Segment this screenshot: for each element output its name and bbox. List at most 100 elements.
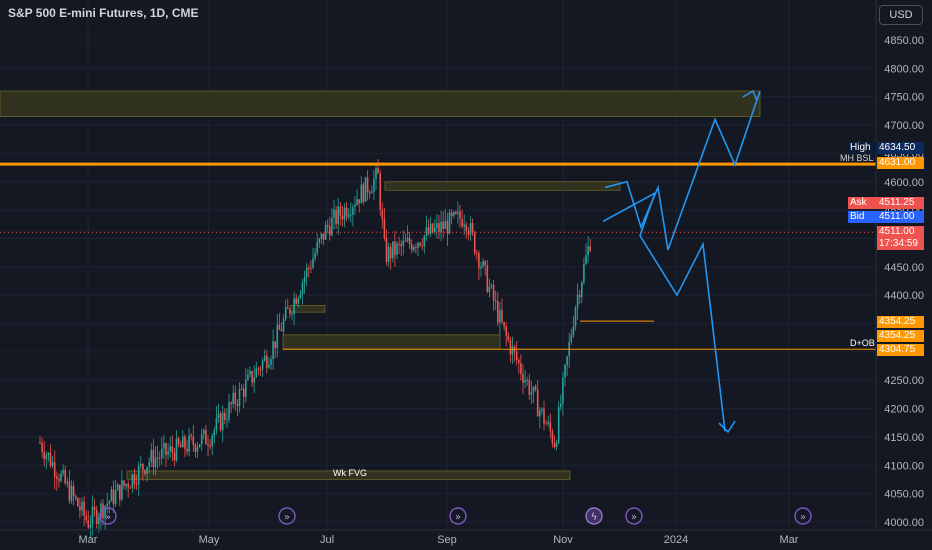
candle-body xyxy=(549,421,552,432)
candle-body xyxy=(207,444,209,446)
projections xyxy=(602,89,761,434)
candle-body xyxy=(230,402,232,405)
candle-body xyxy=(507,335,510,341)
candle-body xyxy=(518,359,520,364)
candle-body xyxy=(572,326,575,336)
candle-body xyxy=(530,392,533,395)
candle-body xyxy=(431,223,434,233)
candle-body xyxy=(427,227,430,234)
level-4354-b: 4354.25 xyxy=(877,330,924,342)
candle-body xyxy=(541,408,543,411)
candle-body xyxy=(438,223,440,232)
candle-body xyxy=(47,452,50,456)
arrow-head-up xyxy=(742,89,758,102)
candle-body xyxy=(203,429,205,435)
candle-body xyxy=(314,253,316,259)
candle-body xyxy=(221,412,224,431)
candle-body xyxy=(318,238,321,243)
candle-body xyxy=(282,319,285,332)
candle-body xyxy=(354,205,356,207)
candle-body xyxy=(261,360,264,370)
candle-body xyxy=(375,167,377,179)
candle-body xyxy=(253,377,255,383)
candle-body xyxy=(116,484,119,491)
y-tick-label: 4250.00 xyxy=(884,375,924,387)
currency-button[interactable]: USD xyxy=(879,5,923,25)
candle-body xyxy=(196,447,199,452)
candle-body xyxy=(377,167,379,174)
x-tick-label: Mar xyxy=(79,534,98,546)
candle-body xyxy=(150,449,153,462)
candle-body xyxy=(444,220,447,229)
y-tick-label: 4400.00 xyxy=(884,290,924,302)
candle-body xyxy=(74,495,77,499)
candle-body xyxy=(268,364,270,368)
candle-body xyxy=(532,386,535,393)
candle-body xyxy=(284,307,287,320)
candle-body xyxy=(257,368,260,370)
candle-body xyxy=(171,446,174,453)
candle-body xyxy=(66,481,69,484)
candle-body xyxy=(242,388,245,397)
candle-body xyxy=(194,444,197,452)
candle-body xyxy=(182,436,184,448)
y-tick-label: 4600.00 xyxy=(884,177,924,189)
candle-body xyxy=(478,253,480,269)
candle-body xyxy=(77,498,79,507)
candle-body xyxy=(350,214,352,216)
candle-body xyxy=(125,483,127,486)
candle-body xyxy=(331,217,333,236)
y-tick-label: 4200.00 xyxy=(884,404,924,416)
candle-body xyxy=(263,355,266,361)
candle-body xyxy=(112,489,115,505)
candle-body xyxy=(81,501,83,511)
candle-body xyxy=(423,235,426,247)
candle-body xyxy=(379,173,381,210)
candle-body xyxy=(469,223,472,235)
candle-body xyxy=(337,206,339,225)
candle-body xyxy=(129,487,132,489)
zone xyxy=(289,304,326,313)
last-price: 4511.00 xyxy=(877,226,924,238)
candle-body xyxy=(457,211,459,214)
candle-body xyxy=(49,452,52,466)
event-marker-icon xyxy=(278,507,296,525)
candle-body xyxy=(587,246,589,256)
event-marker-glyph: » xyxy=(455,512,461,523)
candle-body xyxy=(148,461,150,467)
candle-body xyxy=(362,184,365,202)
candle-body xyxy=(163,443,165,449)
projection-path xyxy=(604,90,761,251)
chart-title: S&P 500 E-mini Futures, 1D, CME xyxy=(8,6,199,20)
candle-body xyxy=(156,457,159,459)
candle-body xyxy=(486,265,489,292)
candle-body xyxy=(547,421,549,424)
candle-body xyxy=(459,211,461,219)
candle-body xyxy=(394,241,396,255)
candle-body xyxy=(312,258,314,268)
candle-body xyxy=(347,214,350,217)
candle-body xyxy=(434,227,436,233)
candle-body xyxy=(490,285,493,287)
event-marker-glyph: » xyxy=(800,512,806,523)
candle-body xyxy=(226,419,228,421)
candle-body xyxy=(100,503,102,518)
candle-body xyxy=(211,435,213,447)
candle-body xyxy=(142,463,144,470)
candle-body xyxy=(121,480,123,500)
candle-body xyxy=(190,435,192,437)
candle-body xyxy=(413,247,415,251)
candle-body xyxy=(270,359,272,365)
candle-body xyxy=(301,282,304,295)
candle-body xyxy=(574,307,577,327)
candle-body xyxy=(108,501,111,504)
candle-body xyxy=(179,444,182,448)
candle-body xyxy=(135,484,138,486)
event-markers: » » » » » ϟ xyxy=(99,507,812,525)
candle-body xyxy=(291,313,293,315)
candle-body xyxy=(104,506,106,519)
candle-body xyxy=(303,277,306,283)
candle-body xyxy=(247,374,249,380)
candle-body xyxy=(68,481,71,501)
